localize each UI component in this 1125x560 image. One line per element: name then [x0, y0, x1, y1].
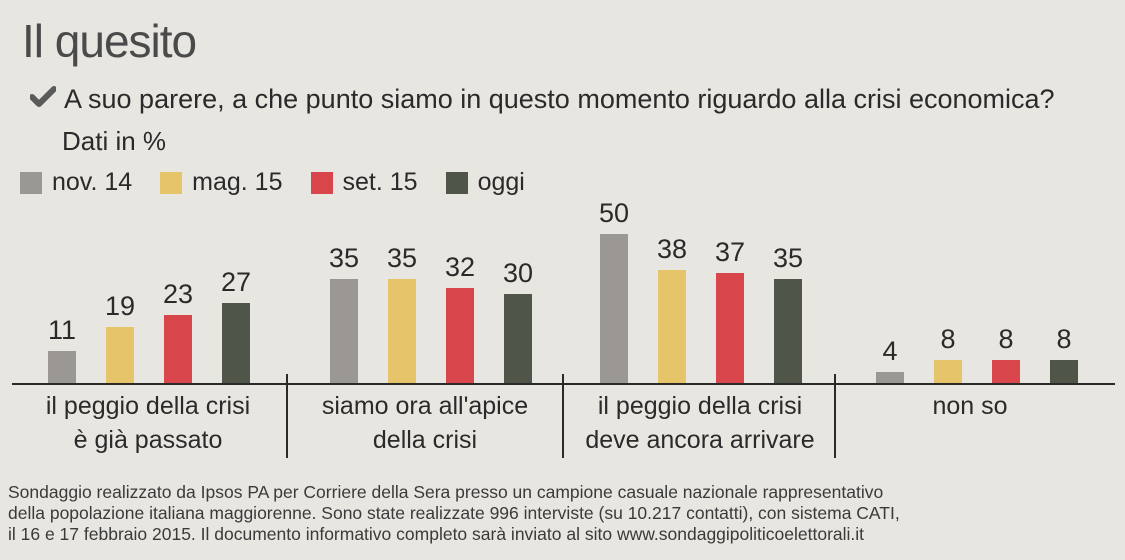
data-label: 35 — [773, 243, 803, 273]
category-label: non so — [932, 392, 1007, 420]
chart-title: Il quesito — [22, 15, 197, 67]
data-label: 38 — [657, 234, 687, 264]
data-label: 8 — [940, 324, 955, 354]
data-label: 30 — [503, 258, 533, 288]
footer-line: il 16 e 17 febbraio 2015. Il documento i… — [8, 524, 865, 544]
data-label: 50 — [599, 198, 629, 228]
legend-item: mag. 15 — [160, 168, 283, 197]
bar — [504, 294, 532, 384]
bar — [446, 288, 474, 384]
bar — [600, 234, 628, 384]
bar — [934, 360, 962, 384]
legend: nov. 14 mag. 15 set. 15 oggi — [20, 168, 553, 197]
footer-line: Sondaggio realizzato da Ipsos PA per Cor… — [8, 482, 884, 502]
legend-swatch — [160, 171, 183, 194]
data-label: 37 — [715, 237, 745, 267]
footer-line: della popolazione italiana maggiorenne. … — [8, 503, 900, 523]
legend-label: set. 15 — [342, 168, 418, 196]
category-label: siamo ora all'apice — [322, 392, 528, 420]
category-label: il peggio della crisi — [598, 392, 802, 420]
bar — [1050, 360, 1078, 384]
data-label: 35 — [387, 243, 417, 273]
legend-swatch — [445, 171, 468, 194]
bar — [876, 372, 904, 384]
category-label: della crisi — [373, 426, 477, 454]
legend-item: set. 15 — [310, 168, 418, 197]
check-icon — [29, 86, 57, 113]
data-label: 23 — [163, 279, 193, 309]
bar — [658, 270, 686, 384]
bar — [330, 279, 358, 384]
category-label: deve ancora arrivare — [585, 426, 814, 454]
data-label: 35 — [329, 243, 359, 273]
bar — [388, 279, 416, 384]
category-label: è già passato — [74, 426, 223, 454]
data-label: 32 — [445, 252, 475, 282]
legend-item: nov. 14 — [20, 168, 132, 197]
bar — [106, 327, 134, 384]
bar — [164, 315, 192, 384]
bar — [222, 303, 250, 384]
bar — [992, 360, 1020, 384]
data-label: 19 — [105, 291, 135, 321]
chart-subtitle: A suo parere, a che punto siamo in quest… — [64, 84, 1055, 114]
question-row: A suo parere, a che punto siamo in quest… — [29, 84, 1055, 115]
legend-swatch — [310, 171, 333, 194]
data-label: 8 — [998, 324, 1013, 354]
legend-label: nov. 14 — [52, 168, 133, 196]
data-label: 27 — [221, 267, 251, 297]
bar — [774, 279, 802, 384]
data-label: 4 — [882, 336, 897, 366]
footer-note: Sondaggio realizzato da Ipsos PA per Cor… — [8, 482, 1118, 545]
legend-item: oggi — [445, 168, 525, 197]
category-label: il peggio della crisi — [46, 392, 250, 420]
bar — [48, 351, 76, 384]
legend-swatch — [20, 171, 42, 194]
bar — [716, 273, 744, 384]
data-label: 11 — [48, 315, 76, 345]
units-label: Dati in % — [62, 126, 167, 156]
legend-label: oggi — [477, 168, 525, 196]
bar-chart: 11 19 23 27 35 35 32 30 50 38 37 35 4 8 8 8 il peggio de… — [12, 198, 1115, 458]
legend-label: mag. 15 — [192, 168, 283, 196]
data-label: 8 — [1056, 324, 1071, 354]
